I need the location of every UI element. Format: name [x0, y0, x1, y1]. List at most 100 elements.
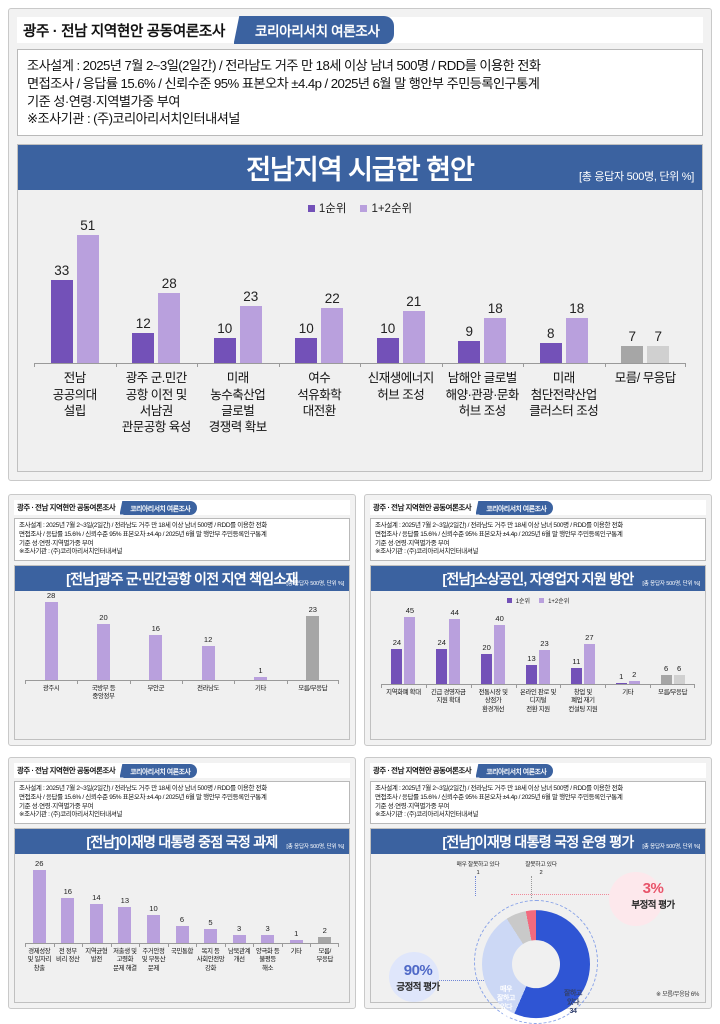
legend-swatch — [360, 204, 368, 212]
xaxis-label: 미래 농수축산업 글로벌 경쟁력 확보 — [197, 370, 279, 435]
bar: 28 — [158, 276, 181, 364]
chart-unit-note: [총 응답자 500명, 단위 %] — [286, 581, 344, 588]
bar-group: 11 27 — [560, 609, 605, 689]
annotation-negative: 잘못하고 있다 2 — [511, 862, 571, 877]
bar-value-label: 23 — [308, 604, 318, 614]
bar-value-label: 21 — [406, 293, 422, 309]
bar-group: 26 — [25, 858, 54, 948]
xaxis-label: 기타 — [282, 948, 311, 973]
xaxis-label-line: 전남 — [63, 371, 87, 386]
bar-value-label: 11 — [572, 656, 581, 666]
methodology-line-2: 면접조사 / 응답률 15.6% / 신뢰수준 95% 표본오차 ±4.4p /… — [19, 793, 267, 801]
chart-bars: 24 45 24 44 20 40 13 23 11 27 1 2 6 6 — [381, 606, 695, 689]
xaxis-label-line: 경쟁력 확보 — [208, 420, 267, 434]
methodology-box: 조사설계 : 2025년 7월 2~3일(2일간) / 전라남도 거주 만 18… — [14, 781, 350, 825]
bar: 13 — [118, 896, 132, 944]
xaxis-label: 모름/무응답 — [287, 685, 339, 702]
leader-line-positive-callout — [429, 980, 484, 982]
chart-titlebar: [전남]소상공인, 자영업자 지원 방안 [총 응답자 500명, 단위 %] — [371, 566, 705, 592]
bar-value-label: 24 — [392, 637, 402, 647]
bar: 6 — [673, 664, 685, 685]
xaxis-label-line: 광주시 — [42, 685, 60, 693]
panel-small-business-support: 광주 · 전남 지역현안 공동여론조사 코리아리서치 여론조사 조사설계 : 2… — [364, 494, 712, 746]
bar-value-label: 23 — [243, 288, 259, 304]
bar-value-label: 16 — [151, 624, 161, 634]
xaxis-label-line: 지역균형 — [85, 948, 108, 956]
bar: 23 — [539, 639, 550, 685]
methodology-line-2: 면접조사 / 응답률 15.6% / 신뢰수준 95% 표본오차 ±4.4p /… — [27, 75, 540, 91]
chart-box: [전남]소상공인, 자영업자 지원 방안 [총 응답자 500명, 단위 %] … — [370, 565, 706, 740]
chart-plot: 26 16 14 13 10 6 5 3 3 1 2 경제성장 및 일자리 창출 전 정부 비리 정산 지역균… — [15, 854, 349, 1002]
xaxis-label-line: 허브 조성 — [458, 403, 506, 418]
bar: 24 — [436, 638, 448, 685]
xaxis-label-line: 남북관계 — [228, 948, 251, 956]
annotation-very-negative: 매우 잘못하고 있다 1 — [443, 862, 513, 877]
negative-callout: 3% 부정적 평가 — [603, 880, 703, 911]
methodology-line-4: ※조사기관 : (주)코리아리서치인터내셔널 — [27, 111, 240, 127]
xaxis-label-line: 설립 — [63, 403, 87, 418]
bar-group: 14 — [82, 858, 111, 948]
survey-brand-left: 광주 · 전남 지역현안 공동여론조사 — [373, 503, 472, 512]
bar-value-label: 26 — [35, 859, 44, 869]
bar: 6 — [175, 915, 189, 944]
bar-group: 12 — [181, 595, 234, 685]
methodology-line-3: 기준 성·연령·지역별가중 부여 — [375, 802, 450, 810]
bar-group: 33 51 — [34, 218, 116, 368]
chart-titlebar: [전남]이재명 대통령 국정 운영 평가 [총 응답자 500명, 단위 %] — [371, 829, 705, 855]
bar-value-label: 7 — [654, 328, 663, 344]
methodology-line-2: 면접조사 / 응답률 15.6% / 신뢰수준 95% 표본오차 ±4.4p /… — [375, 530, 623, 538]
bar-value-label: 40 — [495, 613, 504, 623]
survey-brand-left: 광주 · 전남 지역현안 공동여론조사 — [373, 766, 472, 775]
donut-slice-value: 34 — [569, 1007, 577, 1015]
methodology-box: 조사설계 : 2025년 7월 2~3일(2일간) / 전라남도 거주 만 18… — [370, 781, 706, 825]
xaxis-label-line: 환경개선 — [482, 705, 505, 713]
donut-slice-value: 56 — [502, 1012, 510, 1020]
bar-group: 1 — [234, 595, 286, 685]
positive-callout-bubble — [389, 952, 439, 1003]
xaxis-label-line: 광주 군.민간 — [125, 371, 187, 386]
bar-group: 24 45 — [381, 606, 426, 689]
bar-value-label: 1 — [258, 666, 263, 676]
bar-value-label: 20 — [482, 643, 491, 653]
xaxis-label-line: 사회안전망 — [196, 956, 225, 964]
bar: 28 — [44, 591, 58, 681]
bar-value-label: 12 — [203, 635, 213, 645]
bar: 21 — [402, 294, 425, 364]
bar-group: 9 18 — [441, 224, 524, 368]
donut-slice-label-line: 있다 — [566, 998, 580, 1006]
legend-item: 1순위 — [307, 200, 346, 216]
bar-value-label: 18 — [569, 301, 585, 317]
bar-value-label: 10 — [298, 321, 314, 337]
xaxis-label-line: 온라인 판로 및 — [519, 689, 557, 697]
bar-value-label: 28 — [46, 590, 56, 600]
bar: 10 — [213, 321, 236, 364]
bar-value-label: 7 — [628, 328, 637, 344]
bar-value-label: 2 — [322, 926, 327, 936]
xaxis-label-line: 무응답 — [316, 956, 334, 964]
xaxis-label-line: 폐업 재기 — [571, 697, 595, 705]
chart-xaxis-labels: 광주시 국방부 등 중앙정부 무안군 전라남도 기타 모름/무응답 — [25, 685, 339, 702]
methodology-line-3: 기준 성·연령·지역별가중 부여 — [19, 802, 94, 810]
bar-group: 20 40 — [470, 609, 516, 689]
positive-label: 긍정적 평가 — [396, 982, 440, 994]
xaxis-label: 양극화 등 불평등 해소 — [253, 948, 282, 973]
xaxis-label: 모름/무응답 — [650, 689, 695, 714]
bar-value-label: 5 — [208, 918, 213, 928]
methodology-box: 조사설계 : 2025년 7월 2~3일(2일간) / 전라남도 거주 만 18… — [17, 49, 703, 137]
methodology-line-1: 조사설계 : 2025년 7월 2~3일(2일간) / 전라남도 거주 만 18… — [27, 58, 541, 73]
survey-brand-left: 광주 · 전남 지역현안 공동여론조사 — [23, 23, 226, 40]
xaxis-label-line: 석유화학 — [297, 387, 342, 402]
bar-group: 10 — [139, 858, 168, 948]
xaxis-label: 긴급 경영자금 지원 확대 — [426, 689, 471, 714]
xaxis-label: 전 정부 비리 정산 — [54, 948, 83, 973]
xaxis-label: 모름/무응답 — [310, 948, 339, 973]
bar-value-label: 33 — [54, 263, 70, 279]
xaxis-label-line: 고령화 — [116, 956, 134, 964]
donut-slice-label-line: 있다 — [499, 1003, 513, 1011]
xaxis-label-line: 신재생에너지 — [367, 371, 435, 386]
methodology-line-1: 조사설계 : 2025년 7월 2~3일(2일간) / 전라남도 거주 만 18… — [19, 785, 267, 792]
methodology-box: 조사설계 : 2025년 7월 2~3일(2일간) / 전라남도 거주 만 18… — [14, 518, 350, 562]
bar: 23 — [306, 605, 320, 681]
legend-label: 1+2순위 — [548, 599, 570, 606]
